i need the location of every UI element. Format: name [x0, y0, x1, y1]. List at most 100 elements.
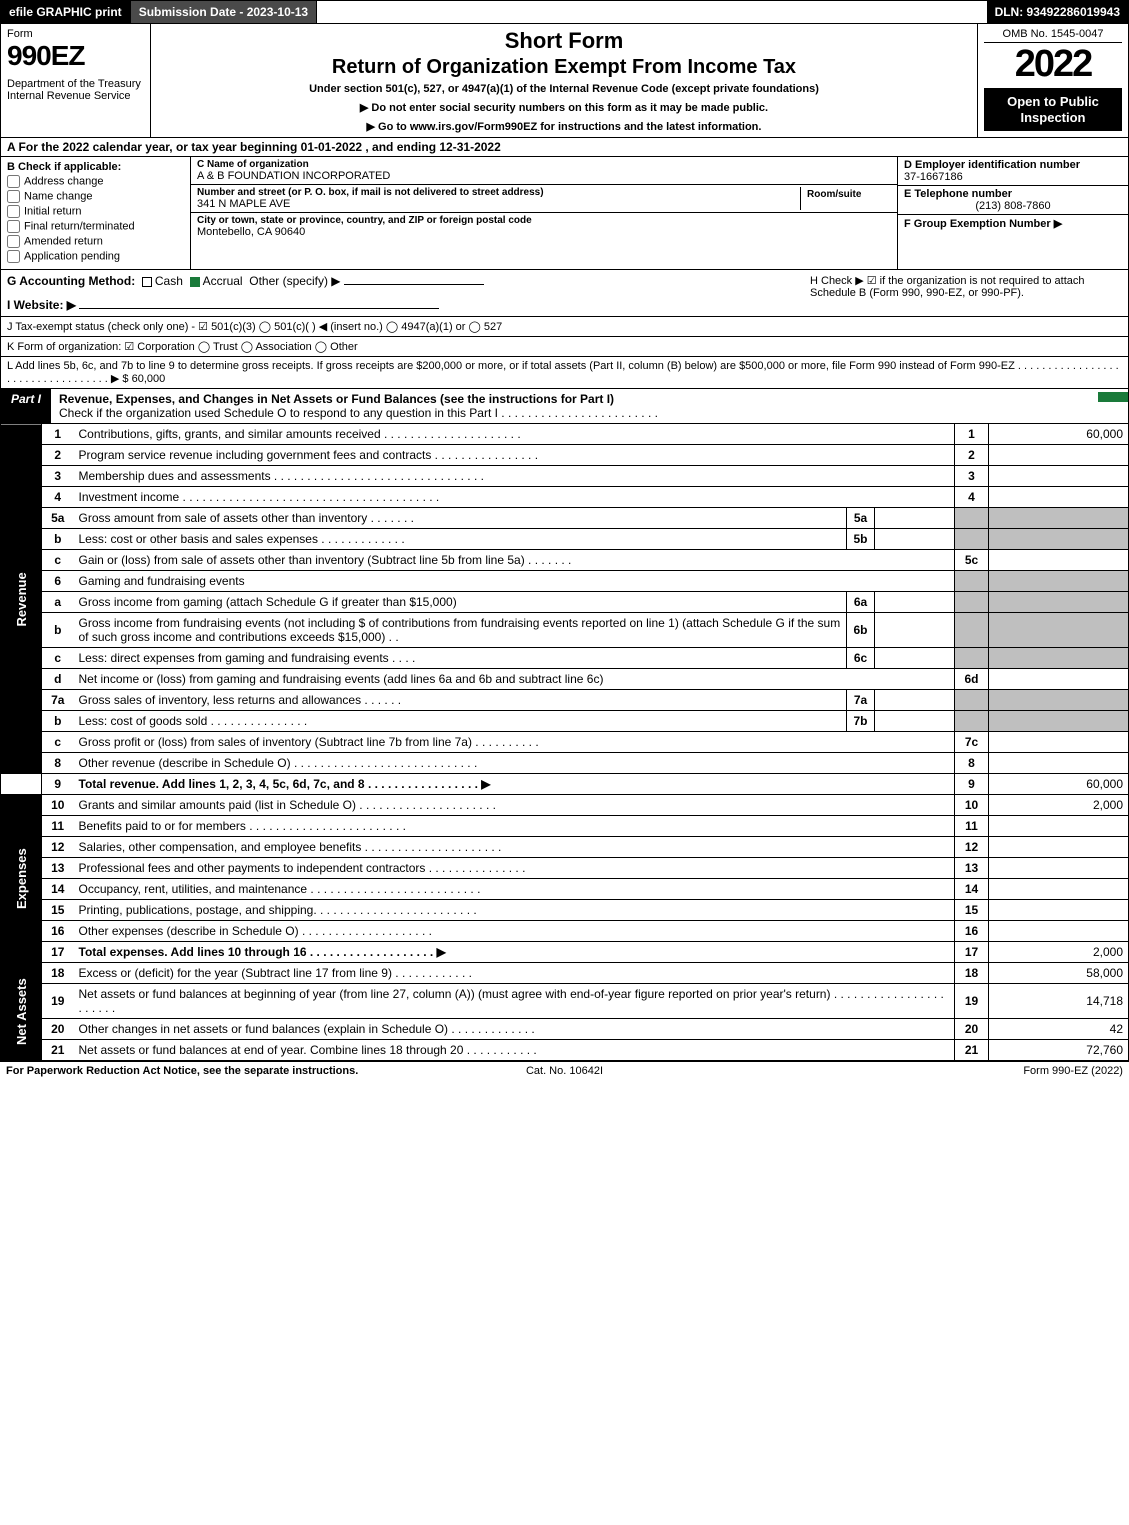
r6c-mv: [875, 648, 955, 669]
r7c-desc: Gross profit or (loss) from sales of inv…: [74, 732, 955, 753]
row-2: 2 Program service revenue including gove…: [1, 445, 1129, 466]
website-input[interactable]: [79, 308, 439, 309]
r16-desc: Other expenses (describe in Schedule O) …: [74, 921, 955, 942]
r6c-no: c: [42, 648, 74, 669]
r15-no: 15: [42, 900, 74, 921]
r6c-mn: 6c: [847, 648, 875, 669]
r6b-mn: 6b: [847, 613, 875, 648]
part-i-title: Revenue, Expenses, and Changes in Net As…: [51, 389, 1098, 423]
line-h: H Check ▶ ☑ if the organization is not r…: [802, 274, 1122, 312]
r7b-rn: [955, 711, 989, 732]
phone-value: (213) 808-7860: [904, 200, 1122, 212]
row-3: 3 Membership dues and assessments . . . …: [1, 466, 1129, 487]
r20-no: 20: [42, 1019, 74, 1040]
r5c-rn: 5c: [955, 550, 989, 571]
r6a-mv: [875, 592, 955, 613]
r14-rn: 14: [955, 879, 989, 900]
expenses-vlabel: Expenses: [1, 795, 42, 963]
r1-desc: Contributions, gifts, grants, and simila…: [74, 424, 955, 445]
cb-name-change[interactable]: Name change: [7, 190, 184, 203]
line-l: L Add lines 5b, 6c, and 7b to line 9 to …: [0, 357, 1129, 389]
r6d-rn: 6d: [955, 669, 989, 690]
footer-right: Form 990-EZ (2022): [751, 1065, 1123, 1077]
row-21: 21Net assets or fund balances at end of …: [1, 1040, 1129, 1061]
r5c-desc: Gain or (loss) from sale of assets other…: [74, 550, 955, 571]
r6-desc: Gaming and fundraising events: [74, 571, 955, 592]
line-a: A For the 2022 calendar year, or tax yea…: [0, 138, 1129, 157]
row-5c: c Gain or (loss) from sale of assets oth…: [1, 550, 1129, 571]
f-group-row: F Group Exemption Number ▶: [898, 215, 1128, 269]
top-bar: efile GRAPHIC print Submission Date - 20…: [0, 0, 1129, 24]
cash-checkbox[interactable]: [142, 277, 152, 287]
r13-rn: 13: [955, 858, 989, 879]
cb-address-change[interactable]: Address change: [7, 175, 184, 188]
r5a-mv: [875, 508, 955, 529]
r5b-amt: [989, 529, 1129, 550]
column-c: C Name of organization A & B FOUNDATION …: [191, 157, 898, 269]
r1-rn: 1: [955, 424, 989, 445]
org-city: Montebello, CA 90640: [197, 226, 891, 238]
r6b-amt: [989, 613, 1129, 648]
c-addr-row: Number and street (or P. O. box, if mail…: [191, 185, 897, 213]
r7b-no: b: [42, 711, 74, 732]
r6-amt: [989, 571, 1129, 592]
r12-no: 12: [42, 837, 74, 858]
cb-final-return[interactable]: Final return/terminated: [7, 220, 184, 233]
row-g-h: G Accounting Method: Cash Accrual Other …: [0, 270, 1129, 317]
r9-desc: Total revenue. Add lines 1, 2, 3, 4, 5c,…: [74, 774, 955, 795]
r5c-no: c: [42, 550, 74, 571]
ssn-note: ▶ Do not enter social security numbers o…: [159, 101, 969, 114]
goto-link[interactable]: ▶ Go to www.irs.gov/Form990EZ for instru…: [159, 120, 969, 133]
other-specify-input[interactable]: [344, 284, 484, 285]
r3-no: 3: [42, 466, 74, 487]
row-20: 20Other changes in net assets or fund ba…: [1, 1019, 1129, 1040]
r7a-amt: [989, 690, 1129, 711]
r20-amt: 42: [989, 1019, 1129, 1040]
r6a-desc: Gross income from gaming (attach Schedul…: [74, 592, 847, 613]
e-phone-label: E Telephone number: [904, 188, 1012, 200]
cb-application-pending[interactable]: Application pending: [7, 250, 184, 263]
r16-no: 16: [42, 921, 74, 942]
r7a-no: 7a: [42, 690, 74, 711]
form-table: Revenue 1 Contributions, gifts, grants, …: [0, 424, 1129, 1061]
section-b-c-d: B Check if applicable: Address change Na…: [0, 157, 1129, 270]
r2-no: 2: [42, 445, 74, 466]
line-g: G Accounting Method: Cash Accrual Other …: [7, 274, 802, 288]
r3-desc: Membership dues and assessments . . . . …: [74, 466, 955, 487]
r6a-amt: [989, 592, 1129, 613]
r20-desc: Other changes in net assets or fund bala…: [74, 1019, 955, 1040]
r6-no: 6: [42, 571, 74, 592]
r7b-mv: [875, 711, 955, 732]
row-11: 11Benefits paid to or for members . . . …: [1, 816, 1129, 837]
cb-amended-return[interactable]: Amended return: [7, 235, 184, 248]
header-center: Short Form Return of Organization Exempt…: [151, 24, 978, 137]
row-9: 9 Total revenue. Add lines 1, 2, 3, 4, 5…: [1, 774, 1129, 795]
department-label: Department of the Treasury Internal Reve…: [7, 78, 144, 102]
accrual-label: Accrual: [203, 274, 243, 288]
r17-rn: 17: [955, 942, 989, 963]
r6b-no: b: [42, 613, 74, 648]
cb-initial-return[interactable]: Initial return: [7, 205, 184, 218]
r17-no: 17: [42, 942, 74, 963]
r4-desc: Investment income . . . . . . . . . . . …: [74, 487, 955, 508]
r17-desc: Total expenses. Add lines 10 through 16 …: [74, 942, 955, 963]
r13-no: 13: [42, 858, 74, 879]
e-phone-row: E Telephone number (213) 808-7860: [898, 186, 1128, 215]
row-6a: a Gross income from gaming (attach Sched…: [1, 592, 1129, 613]
r5b-mn: 5b: [847, 529, 875, 550]
r11-amt: [989, 816, 1129, 837]
r18-rn: 18: [955, 963, 989, 984]
r12-amt: [989, 837, 1129, 858]
r10-amt: 2,000: [989, 795, 1129, 816]
cb-amended-return-label: Amended return: [24, 235, 103, 247]
row-7b: b Less: cost of goods sold . . . . . . .…: [1, 711, 1129, 732]
accrual-checkbox[interactable]: [190, 277, 200, 287]
r7b-mn: 7b: [847, 711, 875, 732]
part-i-checkbox[interactable]: [1098, 389, 1128, 423]
row-13: 13Professional fees and other payments t…: [1, 858, 1129, 879]
r5a-desc: Gross amount from sale of assets other t…: [74, 508, 847, 529]
r9-amt: 60,000: [989, 774, 1129, 795]
efile-print-button[interactable]: efile GRAPHIC print: [1, 1, 131, 23]
r15-desc: Printing, publications, postage, and shi…: [74, 900, 955, 921]
r5b-desc: Less: cost or other basis and sales expe…: [74, 529, 847, 550]
